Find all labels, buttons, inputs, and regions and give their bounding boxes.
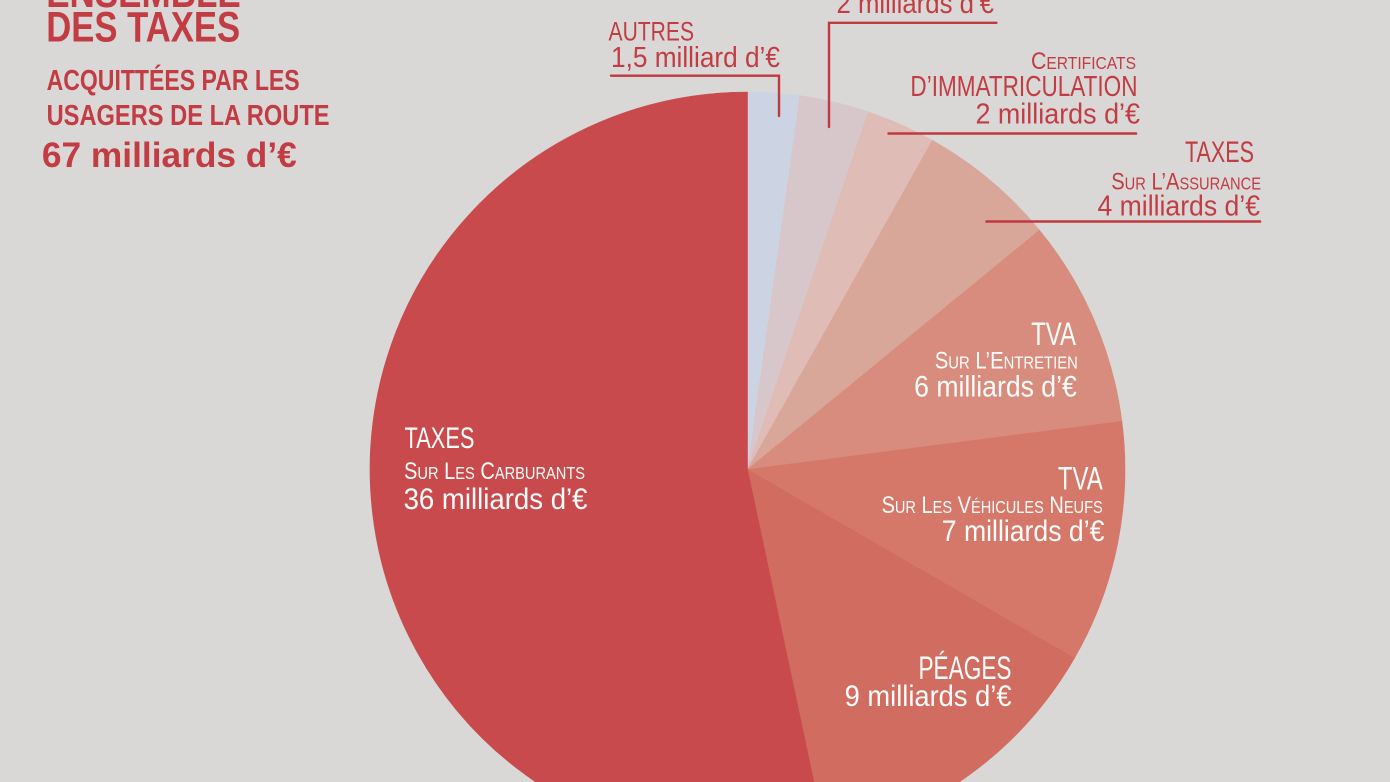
svg-text:AUTRES: AUTRES (609, 17, 695, 47)
svg-text:TVA: TVA (1031, 316, 1076, 352)
svg-text:ENSEMBLE: ENSEMBLE (46, 0, 241, 17)
svg-text:D’IMMATRICULATION: D’IMMATRICULATION (910, 72, 1137, 103)
svg-text:2 milliards d’€: 2 milliards d’€ (836, 0, 994, 19)
svg-text:USAGERS DE LA ROUTE: USAGERS DE LA ROUTE (47, 99, 330, 132)
svg-text:DES TAXES: DES TAXES (46, 4, 240, 51)
svg-text:36 milliards d’€: 36 milliards d’€ (404, 483, 588, 516)
svg-text:CERTIFICATS: CERTIFICATS (1031, 47, 1136, 74)
svg-text:4 milliards d’€: 4 milliards d’€ (1097, 189, 1260, 221)
svg-text:SUR LES CARBURANTS: SUR LES CARBURANTS (404, 457, 585, 484)
svg-text:SUR L’ASSURANCE: SUR L’ASSURANCE (1111, 168, 1261, 195)
svg-text:SUR L’ENTRETIEN: SUR L’ENTRETIEN (935, 347, 1078, 374)
svg-text:6 milliards d’€: 6 milliards d’€ (914, 370, 1077, 403)
svg-text:TVA: TVA (1058, 460, 1103, 496)
svg-text:2 milliards d’€: 2 milliards d’€ (975, 98, 1140, 130)
svg-text:PÉAGES: PÉAGES (918, 650, 1011, 686)
svg-text:TAXES: TAXES (1185, 134, 1254, 168)
svg-text:ACQUITTÉES PAR LES: ACQUITTÉES PAR LES (47, 63, 300, 96)
svg-text:9 milliards d’€: 9 milliards d’€ (845, 680, 1012, 713)
svg-text:67 milliards d’€: 67 milliards d’€ (42, 136, 297, 175)
svg-text:SUR LES VÉHICULES NEUFS: SUR LES VÉHICULES NEUFS (882, 491, 1103, 518)
svg-text:7 milliards d’€: 7 milliards d’€ (942, 515, 1105, 548)
svg-text:TAXES: TAXES (405, 421, 475, 455)
svg-text:1,5 milliard d’€: 1,5 milliard d’€ (611, 41, 780, 74)
